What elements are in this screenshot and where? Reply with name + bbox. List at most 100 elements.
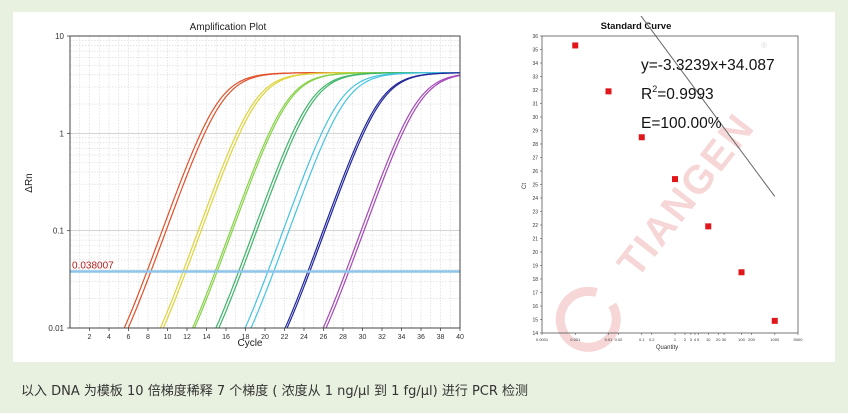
- y-tick-label: 26: [532, 169, 538, 175]
- y-tick-label: 30: [532, 115, 538, 121]
- x-tick-label: 4: [107, 334, 111, 341]
- plot-frame: [541, 35, 799, 334]
- y-tick-label: 19: [532, 264, 538, 270]
- standard-curve: Standard Curve Quantity Ct TIANGEN ® 14 1…: [519, 16, 822, 352]
- r-squared-label: R: [641, 86, 652, 103]
- x-tick-label: 38: [437, 334, 445, 341]
- amplification-curves: [123, 72, 460, 328]
- x-tick-label: 10: [706, 337, 711, 342]
- x-tick-label: 0.01: [605, 337, 614, 342]
- data-point[interactable]: [572, 42, 579, 49]
- x-tick-label: 1000: [770, 337, 780, 342]
- data-point[interactable]: [605, 88, 612, 95]
- y-tick-label: 34: [532, 61, 538, 67]
- x-tick-label: 3: [690, 337, 693, 342]
- y-tick-label: 29: [532, 129, 538, 135]
- plot-frame: [69, 35, 461, 329]
- r-squared-sup: 2: [652, 84, 657, 94]
- x-tick-label: 0.001: [570, 337, 581, 342]
- y-tick-label: 35: [532, 48, 538, 54]
- efficiency: E=100.00%: [641, 115, 722, 132]
- x-tick-label: 28: [339, 334, 347, 341]
- y-tick-label: 23: [532, 210, 538, 216]
- data-point[interactable]: [705, 223, 712, 230]
- x-tick-label: 6: [127, 334, 131, 341]
- r-squared: R2=0.9993: [641, 84, 714, 103]
- x-tick-label: 14: [203, 334, 211, 341]
- registered-mark: ®: [761, 41, 767, 50]
- chart-title: Standard Curve: [601, 21, 672, 32]
- chart-title: Amplification Plot: [190, 22, 267, 33]
- y-tick-label: 24: [532, 196, 538, 202]
- threshold-label: 0.038007: [72, 261, 114, 272]
- figure-caption: 以入 DNA 为模板 10 倍梯度稀释 7 个梯度 ( 浓度从 1 ng/μl …: [21, 384, 529, 399]
- standard-curve-svg: Standard Curve Quantity Ct TIANGEN ® 141…: [522, 16, 804, 352]
- amplification-plot: Amplification Plot Cycle ΔRn 2 4 6 8 10 12 14 1…: [18, 16, 470, 351]
- x-tick-label: 5000: [794, 337, 804, 342]
- x-tick-label: 30: [722, 337, 727, 342]
- data-point[interactable]: [672, 176, 679, 183]
- amplification-curve: [322, 74, 460, 328]
- fit-line: [640, 16, 776, 197]
- amplification-plot-svg: Amplification Plot Cycle ΔRn 2 4 6 8 10 12 14 1…: [24, 22, 464, 349]
- y-tick-label: 31: [532, 102, 538, 108]
- y-tick-label: 36: [532, 34, 538, 40]
- data-point[interactable]: [638, 134, 645, 141]
- amplification-curve: [284, 72, 460, 328]
- x-tick-label: 100: [738, 337, 745, 342]
- x-tick-label: 4: [694, 337, 697, 342]
- x-tick-label: 26: [320, 334, 328, 341]
- y-tick-label: 1: [60, 129, 65, 138]
- x-tick-label: 20: [261, 334, 269, 341]
- amplification-curve: [250, 72, 460, 328]
- y-tick-label: 15: [532, 318, 538, 324]
- y-tick-label: 0.1: [53, 227, 65, 236]
- tick-labels: 2 4 6 8 10 12 14 16 18 20 22 24 26 28 30 32 34 36 38 400.01…: [48, 32, 464, 341]
- y-axis-label: ΔRn: [24, 173, 35, 192]
- grid: [70, 36, 460, 328]
- regression-equation: y=-3.3239x+34.087: [641, 57, 775, 74]
- y-tick-label: 14: [532, 331, 538, 337]
- x-tick-label: 20: [716, 337, 721, 342]
- x-tick-label: 0.02: [615, 337, 624, 342]
- x-tick-label: 200: [748, 337, 755, 342]
- data-point[interactable]: [738, 269, 745, 276]
- x-tick-label: 16: [222, 334, 230, 341]
- x-tick-label: 2: [88, 334, 92, 341]
- x-tick-label: 40: [456, 334, 464, 341]
- y-tick-label: 28: [532, 142, 538, 148]
- x-tick-label: 22: [281, 334, 289, 341]
- amplification-curve: [325, 74, 460, 328]
- y-tick-label: 0.01: [48, 324, 64, 333]
- watermark-text: TIANGEN: [609, 105, 763, 285]
- watermark-logo-arc: [555, 286, 621, 352]
- x-tick-label: 2: [684, 337, 687, 342]
- regression-line: [640, 16, 776, 197]
- y-tick-label: 25: [532, 183, 538, 189]
- y-axis-label: Ct: [522, 183, 528, 189]
- x-axis-label: Quantity: [656, 345, 678, 351]
- x-tick-label: 8: [146, 334, 150, 341]
- x-tick-label: 32: [378, 334, 386, 341]
- y-tick-label: 17: [532, 291, 538, 297]
- y-tick-label: 33: [532, 75, 538, 81]
- data-point[interactable]: [771, 317, 778, 324]
- x-tick-label: 18: [242, 334, 250, 341]
- y-tick-label: 10: [55, 32, 64, 41]
- x-tick-label: 34: [398, 334, 406, 341]
- x-tick-label: 12: [183, 334, 191, 341]
- x-tick-label: 36: [417, 334, 425, 341]
- x-tick-label: 1: [674, 337, 677, 342]
- y-tick-label: 21: [532, 237, 538, 243]
- amplification-curve: [218, 72, 460, 328]
- x-axis-label: Cycle: [237, 338, 262, 349]
- x-tick-label: 10: [164, 334, 172, 341]
- amplification-curve: [286, 72, 460, 328]
- y-tick-label: 18: [532, 277, 538, 283]
- y-tick-label: 22: [532, 223, 538, 229]
- y-tick-label: 20: [532, 250, 538, 256]
- x-tick-label: 30: [359, 334, 367, 341]
- x-tick-label: 24: [300, 334, 308, 341]
- y-tick-label: 27: [532, 156, 538, 162]
- x-tick-label: 0.1: [639, 337, 645, 342]
